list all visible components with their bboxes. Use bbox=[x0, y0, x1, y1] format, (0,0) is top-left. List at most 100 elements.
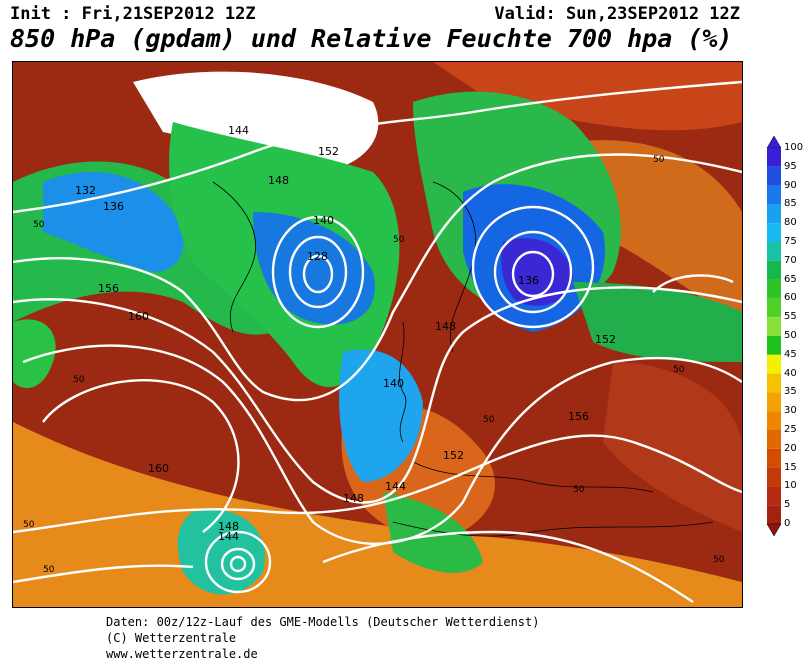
colorbar-swatch bbox=[767, 260, 781, 280]
contour-label: 144 bbox=[228, 124, 249, 137]
colorbar-label: 50 bbox=[784, 330, 797, 341]
colorbar-label: 55 bbox=[784, 311, 797, 323]
colorbar-swatch bbox=[767, 242, 781, 261]
footer: Daten: 00z/12z-Lauf des GME-Modells (Deu… bbox=[106, 614, 539, 662]
contour-label: 152 bbox=[318, 145, 339, 158]
rh-label: 50 bbox=[573, 485, 585, 495]
colorbar-swatch bbox=[767, 392, 781, 412]
colorbar-top-arrow bbox=[766, 136, 782, 149]
colorbar-label: 90 bbox=[784, 179, 797, 191]
greenland-coast bbox=[212, 181, 256, 333]
no-data-region bbox=[133, 71, 379, 172]
colorbar-label: 25 bbox=[784, 424, 797, 435]
contour-label: 148 bbox=[268, 174, 289, 187]
contours bbox=[13, 80, 742, 603]
chart-title: 850 hPa (gpdam) und Relative Feuchte 700… bbox=[10, 24, 733, 53]
contour-line bbox=[511, 250, 555, 298]
contour-label: 136 bbox=[518, 274, 539, 287]
colorbar-swatch bbox=[767, 185, 781, 205]
rh-label: 50 bbox=[393, 235, 405, 245]
rh-label: 50 bbox=[33, 220, 45, 230]
moist-region bbox=[13, 319, 56, 388]
mediterranean-coast bbox=[412, 461, 654, 493]
colorbar-label: 95 bbox=[784, 160, 797, 172]
colorbar-legend: 100 95 90 85 80 75 70 65 60 55 50 45 40 35 30 25 20 15 10 5… bbox=[764, 136, 812, 536]
colorbar-swatch bbox=[767, 298, 781, 318]
contour-label: 144 bbox=[385, 480, 406, 493]
colorbar-label: 30 bbox=[784, 405, 797, 417]
colorbar-label: 80 bbox=[784, 217, 797, 229]
colorbar-swatch bbox=[767, 279, 781, 299]
contour-line bbox=[302, 254, 334, 294]
contour-label: 144 bbox=[218, 530, 239, 543]
copyright: (C) Wetterzentrale bbox=[106, 631, 237, 645]
contour-line bbox=[271, 215, 365, 329]
colorbar-swatch bbox=[767, 354, 781, 374]
weather-map: 132 136 144 148 152 128 140 156 160 144 … bbox=[12, 61, 743, 608]
colorbar-label: 70 bbox=[784, 254, 797, 266]
rh-label: 50 bbox=[673, 365, 685, 375]
contour-label: 148 bbox=[343, 492, 364, 505]
contour-label: 160 bbox=[128, 310, 149, 323]
rh-label: 50 bbox=[23, 520, 35, 530]
colorbar-swatch bbox=[767, 467, 781, 487]
rh-label: 50 bbox=[483, 415, 495, 425]
contour-line bbox=[13, 286, 742, 504]
colorbar-label: 65 bbox=[784, 273, 797, 285]
contour-line bbox=[322, 530, 694, 603]
dry-region bbox=[603, 362, 742, 532]
rh-label: 50 bbox=[713, 555, 725, 565]
contour-label: 140 bbox=[313, 214, 334, 227]
contour-line bbox=[229, 555, 247, 573]
contour-label: 148 bbox=[435, 320, 456, 333]
contour-line bbox=[13, 564, 194, 584]
moist-region bbox=[43, 172, 184, 272]
contour-line bbox=[42, 379, 240, 533]
colorbar-label: 5 bbox=[784, 499, 791, 511]
contour-line bbox=[204, 530, 272, 594]
colorbar-svg bbox=[766, 136, 782, 536]
moist-region bbox=[383, 492, 483, 573]
data-source: Daten: 00z/12z-Lauf des GME-Modells (Deu… bbox=[106, 615, 540, 629]
rh-label: 50 bbox=[43, 565, 55, 575]
colorbar-label: 60 bbox=[784, 292, 797, 304]
colorbar-label: 100 bbox=[784, 142, 804, 153]
colorbar-label: 20 bbox=[784, 442, 797, 454]
colorbar-swatch bbox=[767, 373, 781, 393]
colorbar-swatch bbox=[767, 505, 781, 524]
contour-line bbox=[493, 230, 573, 314]
contour-line bbox=[471, 205, 595, 329]
contour-line bbox=[652, 274, 734, 293]
contour-label: 140 bbox=[383, 377, 404, 390]
website: www.wetterzentrale.de bbox=[106, 647, 258, 661]
colorbar-swatch bbox=[767, 411, 781, 430]
colorbar-swatch bbox=[767, 204, 781, 224]
british-isles-coast bbox=[399, 321, 407, 443]
contour-labels: 132 136 144 148 152 128 140 156 160 144 … bbox=[75, 124, 616, 543]
contour-line bbox=[13, 153, 742, 402]
colorbar-label: 10 bbox=[784, 480, 797, 492]
rh-label: 50 bbox=[73, 375, 85, 385]
colorbar-swatch bbox=[767, 430, 781, 449]
moist-region bbox=[253, 212, 375, 325]
contour-label: 136 bbox=[103, 200, 124, 213]
colorbar-label: 0 bbox=[784, 518, 791, 529]
rh-label: 50 bbox=[653, 155, 665, 165]
colorbar-swatch bbox=[767, 148, 781, 167]
colorbar-bottom-arrow bbox=[766, 523, 782, 536]
contour-label: 152 bbox=[595, 333, 616, 346]
colorbar-label: 85 bbox=[784, 198, 797, 210]
contour-label: 128 bbox=[307, 250, 328, 263]
colorbar-swatch bbox=[767, 223, 781, 242]
contour-line bbox=[13, 80, 742, 214]
moist-region bbox=[573, 282, 742, 362]
colorbar-swatch bbox=[767, 448, 781, 468]
colorbar-label: 45 bbox=[784, 348, 797, 360]
contour-label: 156 bbox=[568, 410, 589, 423]
map-svg: 132 136 144 148 152 128 140 156 160 144 … bbox=[13, 62, 742, 607]
contour-line bbox=[288, 235, 348, 309]
colorbar-swatch bbox=[767, 166, 781, 186]
rh-labels: 50 50 50 50 50 50 50 50 50 50 bbox=[23, 155, 725, 575]
colorbar-label: 15 bbox=[784, 461, 797, 473]
colorbar-swatch bbox=[767, 317, 781, 336]
